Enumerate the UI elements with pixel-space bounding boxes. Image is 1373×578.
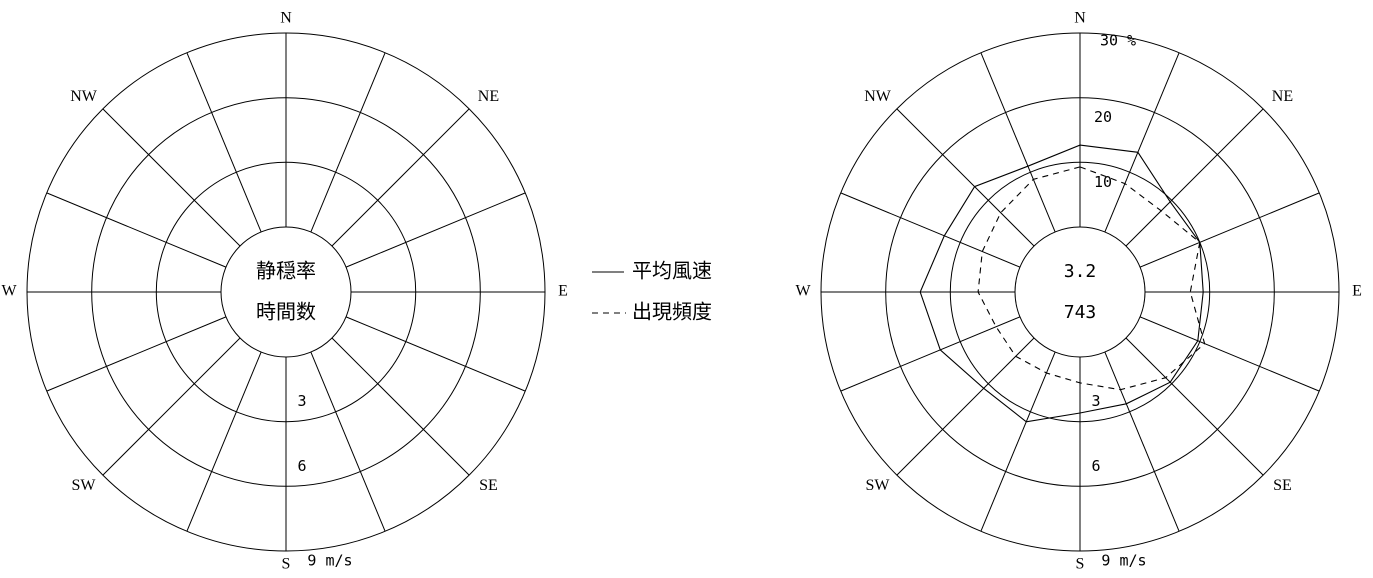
direction-label-w: W bbox=[1, 283, 17, 300]
spoke-WSW bbox=[840, 316, 1021, 392]
direction-label-w: W bbox=[795, 283, 811, 300]
spoke-SSE bbox=[310, 351, 386, 532]
spoke-ENE bbox=[1139, 192, 1320, 268]
legend-dashed-label: 出現頻度 bbox=[632, 300, 712, 324]
hours-value: 743 bbox=[1064, 302, 1097, 323]
speed-ring-label-1: 3 bbox=[1091, 392, 1100, 410]
hours-label: 時間数 bbox=[256, 300, 316, 324]
spoke-SSW bbox=[980, 351, 1056, 532]
direction-label-e: E bbox=[1352, 283, 1362, 300]
spoke-SE bbox=[1125, 337, 1264, 476]
freq-ring-label-2: 20 bbox=[1094, 108, 1112, 126]
wind-rose-panel-2 bbox=[820, 32, 1340, 552]
ring-circle-0 bbox=[1014, 226, 1146, 358]
spoke-SW bbox=[102, 337, 241, 476]
direction-label-s: S bbox=[282, 556, 291, 573]
spoke-NW bbox=[102, 108, 241, 247]
spoke-NE bbox=[1125, 108, 1264, 247]
ring-circle-0 bbox=[220, 226, 352, 358]
spoke-NE bbox=[331, 108, 470, 247]
speed-ring-label-3: 9 m/s bbox=[1101, 552, 1146, 570]
spoke-WNW bbox=[46, 192, 227, 268]
speed-ring-label-2: 6 bbox=[1091, 457, 1100, 475]
spoke-NNW bbox=[980, 52, 1056, 233]
legend-solid-label: 平均風速 bbox=[632, 259, 712, 283]
spoke-ENE bbox=[345, 192, 526, 268]
direction-label-sw: SW bbox=[866, 477, 891, 494]
spoke-SSE bbox=[1104, 351, 1180, 532]
direction-label-nw: NW bbox=[70, 88, 98, 105]
direction-label-nw: NW bbox=[864, 88, 892, 105]
direction-label-se: SE bbox=[479, 477, 498, 494]
series-frequency-line bbox=[977, 166, 1206, 391]
calm-rate-label: 静穏率 bbox=[256, 259, 316, 283]
spoke-SSW bbox=[186, 351, 262, 532]
direction-label-se: SE bbox=[1273, 477, 1292, 494]
spoke-ESE bbox=[345, 316, 526, 392]
speed-ring-label-3: 9 m/s bbox=[307, 552, 352, 570]
direction-label-ne: NE bbox=[478, 88, 499, 105]
spoke-NW bbox=[896, 108, 1035, 247]
wind-rose-panel-1 bbox=[26, 32, 546, 552]
spoke-WNW bbox=[840, 192, 1021, 268]
direction-label-sw: SW bbox=[72, 477, 97, 494]
spoke-NNE bbox=[1104, 52, 1180, 233]
direction-label-e: E bbox=[558, 283, 568, 300]
speed-ring-label-2: 6 bbox=[297, 457, 306, 475]
speed-ring-label-1: 3 bbox=[297, 392, 306, 410]
spoke-SE bbox=[331, 337, 470, 476]
direction-label-n: N bbox=[1074, 10, 1086, 27]
spoke-WSW bbox=[46, 316, 227, 392]
spoke-SW bbox=[896, 337, 1035, 476]
spoke-NNE bbox=[310, 52, 386, 233]
direction-label-ne: NE bbox=[1272, 88, 1293, 105]
freq-ring-label-1: 10 bbox=[1094, 173, 1112, 191]
series-mean-speed-line bbox=[919, 144, 1204, 423]
direction-label-s: S bbox=[1076, 556, 1085, 573]
spoke-NNW bbox=[186, 52, 262, 233]
calm-rate-value: 3.2 bbox=[1064, 261, 1097, 282]
direction-label-n: N bbox=[280, 10, 292, 27]
spoke-ESE bbox=[1139, 316, 1320, 392]
freq-ring-label-3: 30 % bbox=[1100, 32, 1136, 50]
